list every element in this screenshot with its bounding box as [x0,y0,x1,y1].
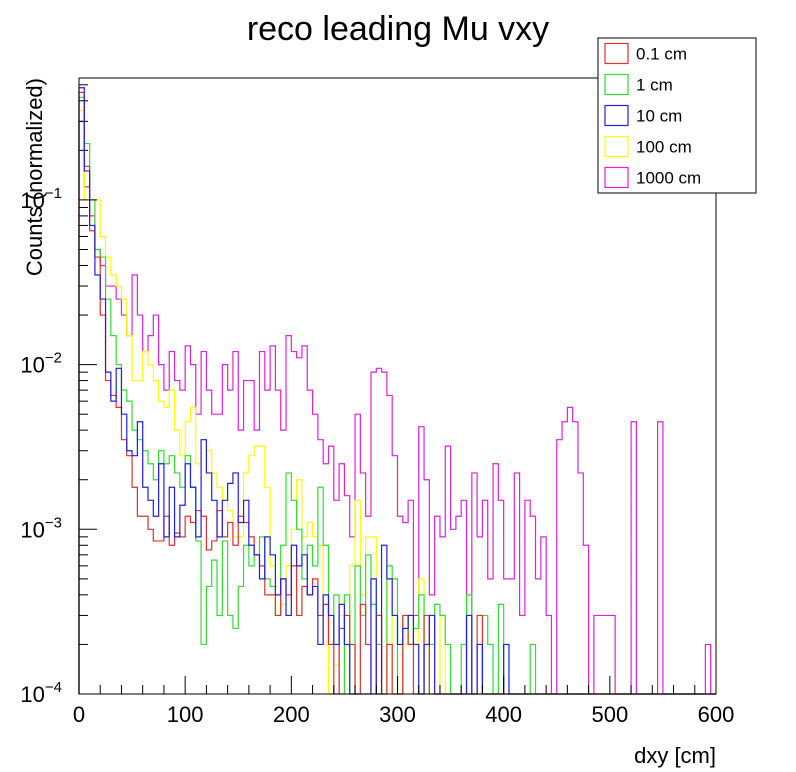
legend-swatch [604,166,629,189]
x-tick-label: 200 [273,702,310,727]
y-tick-label: 10−3 [20,514,62,542]
y-axis-label: Counts (normalized) [22,78,47,276]
x-axis: 0 100 200 300 400 500 600 [73,676,734,727]
x-axis-label: dxy [cm] [634,743,716,768]
series-line-1000-cm [78,120,716,695]
y-tick-label: 10−4 [20,679,62,707]
x-tick-label: 300 [379,702,416,727]
legend: 0.1 cm 1 cm 10 cm 100 cm 1000 cm [597,37,757,194]
x-tick-label: 500 [591,702,628,727]
legend-label: 1 cm [636,76,673,95]
legend-label: 0.1 cm [636,45,687,64]
legend-label: 10 cm [636,107,682,126]
legend-swatch [604,73,629,96]
legend-swatch [604,135,629,158]
legend-label: 100 cm [636,138,692,157]
y-axis: 10−4 10−3 10−2 10−1 [20,84,97,707]
legend-swatch [604,42,629,65]
x-tick-label: 600 [698,702,735,727]
legend-label: 1000 cm [636,169,701,188]
chart-title: reco leading Mu vxy [247,10,549,48]
x-tick-label: 0 [73,702,85,727]
x-tick-label: 100 [167,702,204,727]
y-tick-label: 10−2 [20,350,62,378]
x-tick-label: 400 [485,702,522,727]
legend-swatch [604,104,629,127]
y-tick-label: 10−1 [20,185,62,213]
